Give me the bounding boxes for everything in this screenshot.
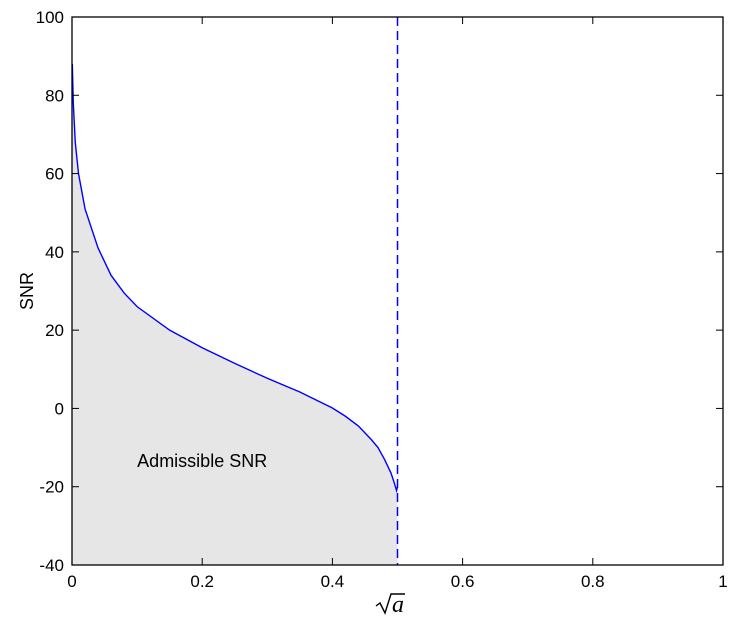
- x-axis-label-text: a: [392, 592, 404, 618]
- x-tick-label-2: 0.4: [321, 572, 345, 591]
- x-tick-label-0: 0: [67, 572, 76, 591]
- annotations-layer: Admissible SNR: [137, 451, 267, 471]
- x-tick-label-3: 0.6: [451, 572, 475, 591]
- y-tick-label-0: -40: [39, 556, 64, 575]
- series-line-0: [71, 63, 399, 494]
- y-tick-label-6: 80: [45, 86, 64, 105]
- y-tick-label-5: 60: [45, 165, 64, 184]
- y-axis-label: SNR: [17, 272, 37, 310]
- annotation-admissible-snr-0: Admissible SNR: [137, 451, 267, 471]
- y-tick-label-1: -20: [39, 478, 64, 497]
- x-tick-label-4: 0.8: [581, 572, 605, 591]
- ticks-layer: [71, 16, 724, 566]
- tick-labels-layer: 0 0.2 0.4 0.6 0.8 1 -40 -20 0 20 40 60 80 100: [36, 8, 728, 591]
- admissible-region-fill: [72, 17, 398, 565]
- sqrt-symbol: [375, 593, 405, 615]
- y-tick-label-4: 40: [45, 243, 64, 262]
- admissible-region-layer: [72, 17, 398, 565]
- plot-frame: [71, 16, 724, 566]
- y-tick-label-7: 100: [36, 8, 64, 27]
- x-axis-label: a: [375, 592, 405, 618]
- x-tick-label-1: 0.2: [190, 572, 214, 591]
- y-tick-label-3: 20: [45, 321, 64, 340]
- x-tick-label-5: 1: [718, 572, 727, 591]
- y-tick-label-2: 0: [55, 399, 64, 418]
